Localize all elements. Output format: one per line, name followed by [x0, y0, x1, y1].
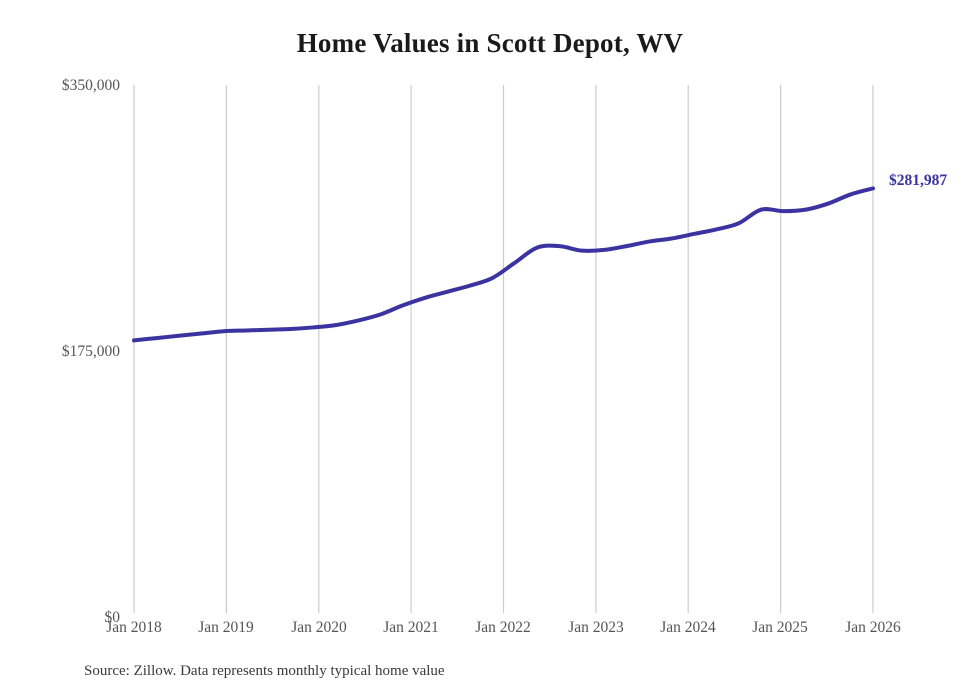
ytick-label-350000: $350,000 [61, 77, 120, 94]
ytick-label-175000: $175,000 [61, 343, 120, 360]
xtick-label-jan-2022: Jan 2022 [475, 619, 531, 636]
xtick-label-jan-2023: Jan 2023 [568, 619, 624, 636]
series-end-value-label: $281,987 [889, 172, 948, 189]
source-note: Source: Zillow. Data represents monthly … [84, 663, 445, 679]
xtick-label-jan-2021: Jan 2021 [383, 619, 439, 636]
xtick-label-jan-2019: Jan 2019 [198, 619, 254, 636]
xtick-label-jan-2026: Jan 2026 [845, 619, 901, 636]
xtick-label-jan-2025: Jan 2025 [752, 619, 808, 636]
data-series-line [132, 186, 875, 343]
gridlines-vertical [133, 85, 874, 613]
page-title: Home Values in Scott Depot, WV [296, 28, 684, 58]
xtick-label-jan-2024: Jan 2024 [660, 619, 716, 636]
xtick-label-jan-2020: Jan 2020 [291, 619, 347, 636]
ytick-label-0: $0 [104, 609, 121, 626]
xtick-label-jan-2018: Jan 2018 [106, 619, 162, 636]
